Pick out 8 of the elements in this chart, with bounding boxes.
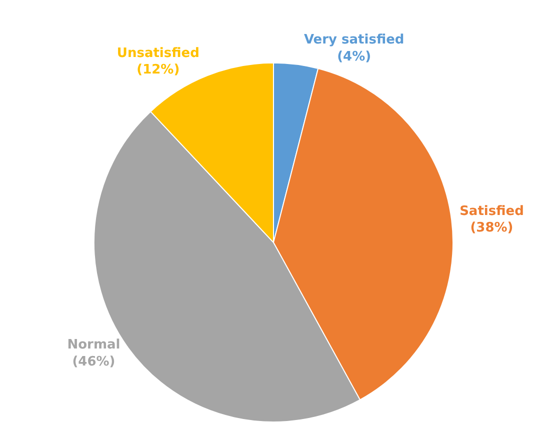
data-label: (46%)	[72, 354, 116, 370]
data-label: (4%)	[337, 50, 372, 65]
slice-label: Satisfied	[460, 204, 524, 219]
slice-label: Very satisfied	[304, 32, 404, 48]
data-label: (38%)	[470, 220, 514, 236]
slice-label: Unsatisfied	[116, 46, 200, 61]
data-label: (12%)	[136, 62, 180, 78]
slice-label: Normal	[67, 338, 120, 353]
